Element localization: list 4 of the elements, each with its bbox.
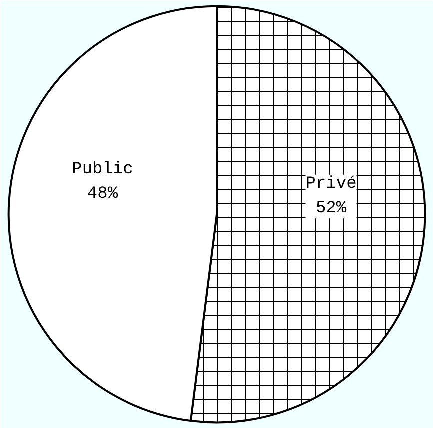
- slice-label: Public: [72, 160, 134, 180]
- data-label: 48%: [87, 185, 119, 204]
- data-label: 52%: [316, 200, 348, 219]
- slice-label: Privé: [306, 174, 357, 194]
